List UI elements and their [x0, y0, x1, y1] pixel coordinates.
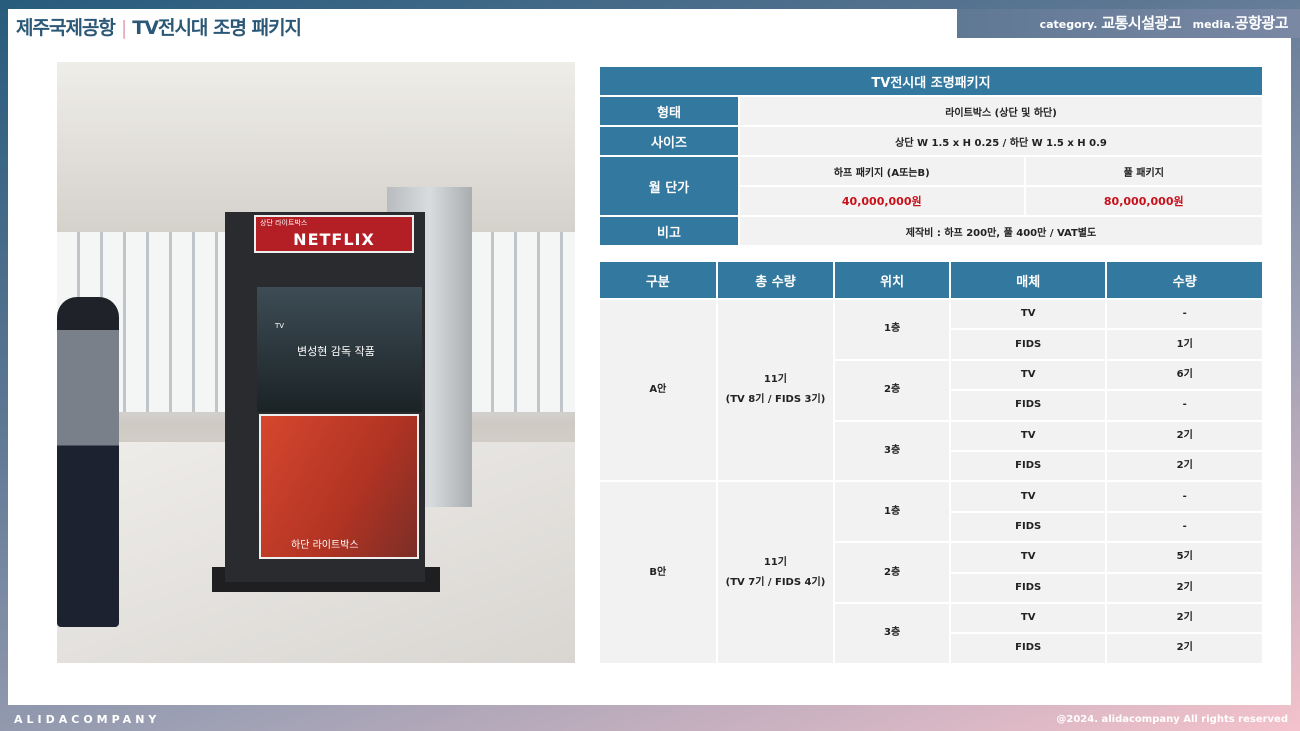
spec-title: TV전시대 조명패키지 [598, 65, 1264, 97]
floor: 3층 [833, 419, 951, 483]
media-type: TV [948, 419, 1108, 452]
media-count: 5기 [1105, 541, 1264, 574]
media-count: 2기 [1105, 449, 1264, 483]
category-value: 교통시설광고 [1101, 14, 1182, 32]
total-count: 11기 [763, 556, 788, 568]
total-count: 11기 [763, 374, 788, 386]
bottom-sign: 하단 라이트박스 [291, 540, 359, 551]
plan-name: B안 [598, 480, 718, 665]
location: 제주국제공항 [16, 17, 116, 39]
media-count: 2기 [1105, 419, 1264, 452]
media-type: FIDS [948, 632, 1108, 665]
bottom-lightbox: 하단 라이트박스 [259, 414, 419, 559]
media-count: 6기 [1105, 358, 1264, 392]
media-type: FIDS [948, 571, 1108, 604]
floor: 2층 [833, 541, 951, 604]
inventory-table: 구분 총 수량 위치 매체 수량 A안 11기 (TV 8기 / FIDS 3기) 1… [598, 260, 1264, 665]
col-header: 총 수량 [715, 260, 836, 300]
total-breakdown: (TV 8기 / FIDS 3기) [725, 394, 826, 406]
media-count: - [1105, 480, 1264, 513]
tv-screen: TV 변성현 감독 작품 [257, 287, 422, 412]
table-row: A안 11기 (TV 8기 / FIDS 3기) 1층 TV - [598, 297, 1264, 483]
note-label: 비고 [598, 215, 740, 247]
media-count: 2기 [1105, 571, 1264, 604]
table-row: 3층 TV 2기 [599, 419, 1264, 483]
full-package-price: 80,000,000원 [1023, 185, 1265, 217]
footer-copyright: @2024. alidacompany All rights reserved [1056, 714, 1288, 725]
full-package-label: 풀 패키지 [1023, 155, 1265, 187]
table-row: FIDS - [599, 389, 1264, 422]
floor: 1층 [833, 298, 951, 361]
title-separator: | [120, 17, 127, 39]
media-count: - [1105, 510, 1264, 544]
col-header: 수량 [1105, 260, 1264, 300]
media-type: TV [948, 297, 1108, 331]
spec-label: 형태 [598, 95, 740, 127]
media-type: TV [948, 358, 1108, 392]
floor: 2층 [833, 358, 951, 422]
floor: 3층 [833, 601, 951, 665]
floor: 1층 [833, 480, 951, 544]
product-title: TV전시대 조명 패키지 [132, 17, 302, 39]
half-package-label: 하프 패키지 (A또는B) [738, 155, 1026, 187]
category-box [957, 9, 1300, 38]
table-row: FIDS 2기 [599, 632, 1264, 665]
media-type: TV [948, 480, 1108, 513]
footer-brand: ALIDACOMPANY [14, 713, 161, 726]
note-value: 제작비 : 하프 200만, 풀 400만 / VAT별도 [738, 215, 1264, 247]
spec-value: 상단 W 1.5 x H 0.25 / 하단 W 1.5 x H 0.9 [738, 125, 1264, 157]
total-breakdown: (TV 7기 / FIDS 4기) [725, 576, 826, 588]
col-header: 매체 [948, 260, 1108, 300]
spec-value: 라이트박스 (상단 및 하단) [738, 95, 1264, 127]
table-row: 2층 TV 5기 [599, 541, 1264, 604]
col-header: 위치 [833, 260, 951, 300]
media-type: FIDS [948, 510, 1108, 544]
media-label: media. [1192, 18, 1235, 31]
top-sign: 상단 라이트박스 [260, 219, 308, 227]
table-row: B안 11기 (TV 7기 / FIDS 4기) 1층 TV - [598, 480, 1264, 665]
netflix-lightbox: 상단 라이트박스 NETFLIX [254, 215, 414, 253]
media-type: FIDS [948, 328, 1108, 361]
media-type: TV [948, 541, 1108, 574]
brand-logo: NETFLIX [293, 230, 375, 249]
spec-table: TV전시대 조명패키지 형태 라이트박스 (상단 및 하단) 사이즈 상단 W 1.… [598, 65, 1265, 247]
table-row: FIDS - [599, 510, 1264, 544]
table-row: FIDS 2기 [599, 449, 1264, 483]
plan-total: 11기 (TV 8기 / FIDS 3기) [715, 297, 836, 483]
media-type: FIDS [948, 389, 1108, 422]
table-row: FIDS 1기 [599, 328, 1264, 361]
media-type: TV [948, 601, 1108, 635]
tv-label: TV [275, 322, 285, 330]
page-title: 제주국제공항 | TV전시대 조명 패키지 [16, 13, 302, 40]
table-row: 2층 TV 6기 [599, 358, 1264, 422]
media-count: - [1105, 389, 1264, 422]
table-row: 3층 TV 2기 [599, 601, 1264, 665]
media-count: 1기 [1105, 328, 1264, 361]
media-count: 2기 [1105, 601, 1264, 635]
category-info: category. 교통시설광고 media.공항광고 [1039, 12, 1289, 33]
price-label: 월 단가 [598, 155, 740, 217]
media-value: 공항광고 [1234, 14, 1289, 32]
media-count: - [1105, 297, 1264, 331]
plan-total: 11기 (TV 7기 / FIDS 4기) [715, 480, 836, 665]
media-count: 2기 [1105, 632, 1264, 665]
category-label: category. [1039, 18, 1098, 31]
half-package-price: 40,000,000원 [738, 185, 1026, 217]
plan-name: A안 [598, 297, 718, 483]
col-header: 구분 [598, 260, 718, 300]
table-row: FIDS 2기 [599, 571, 1264, 604]
tv-text: 변성현 감독 작품 [297, 345, 375, 358]
photo-person [57, 297, 119, 627]
media-type: FIDS [948, 449, 1108, 483]
spec-label: 사이즈 [598, 125, 740, 157]
product-photo: 상단 라이트박스 NETFLIX TV 변성현 감독 작품 하단 라이트박스 [57, 62, 575, 663]
